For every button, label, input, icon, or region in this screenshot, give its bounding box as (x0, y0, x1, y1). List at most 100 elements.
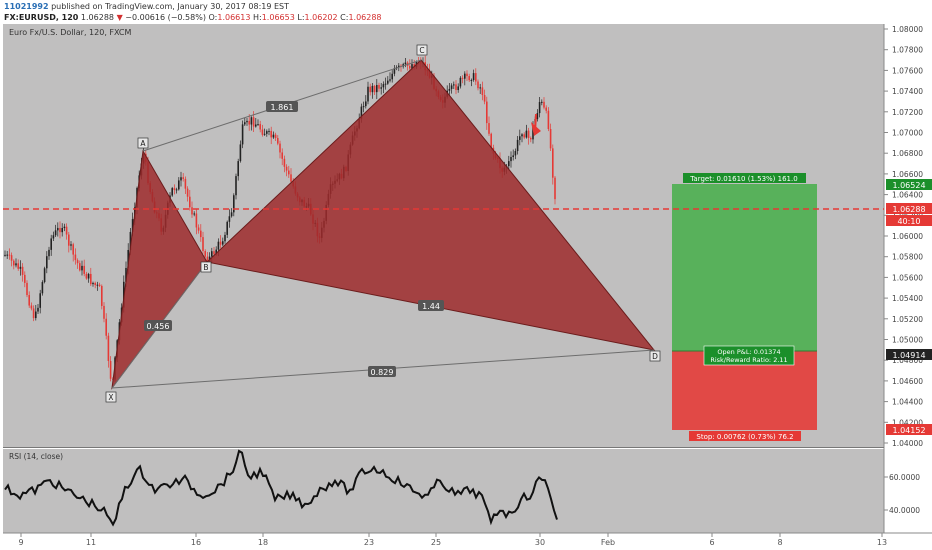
target-price-tag-bg (886, 179, 932, 190)
candle-body (376, 85, 378, 93)
time-tick-label: 18 (258, 538, 268, 547)
time-tick-label: 25 (431, 538, 441, 547)
candle-body (74, 254, 77, 261)
entry-price-tag: 1.04914 (892, 351, 925, 360)
price-tick-label: 1.07000 (892, 129, 923, 138)
candle-body (252, 117, 255, 127)
publisher-id[interactable]: 11021992 (4, 2, 49, 11)
candle-body (468, 76, 470, 81)
candle-body (59, 227, 61, 233)
candle-body (224, 234, 226, 242)
candle-body (15, 263, 17, 266)
arrow-shaft (534, 113, 537, 134)
candle-body (378, 85, 380, 89)
candle-body (10, 255, 13, 261)
price-tick-label: 1.08000 (892, 25, 923, 34)
price-axis-bg[interactable] (884, 24, 932, 533)
candle-body (43, 268, 46, 283)
price-tick-label: 1.04200 (892, 418, 923, 427)
candle-body (24, 274, 26, 283)
candle-body (72, 244, 74, 255)
candle-body (490, 133, 492, 148)
stop-price-tag: 1.04152 (892, 426, 925, 435)
candle-body (125, 267, 127, 282)
candle-body (281, 152, 283, 159)
rsi-legend[interactable]: RSI (14, close) (9, 452, 63, 461)
candle-body (380, 87, 382, 89)
price-tick-label: 1.05400 (892, 294, 923, 303)
candle-body (523, 134, 525, 138)
ratio-badge-1861-bg (266, 101, 298, 112)
candle-body (486, 101, 488, 124)
candle-body (455, 84, 457, 91)
open-value: 1.06613 (217, 13, 251, 22)
candle-body (32, 308, 35, 319)
candle-body (230, 212, 233, 217)
price-tick-label: 1.07200 (892, 108, 923, 117)
point-c-box[interactable] (416, 44, 428, 56)
candle-body (178, 180, 180, 190)
candle-body (508, 161, 510, 167)
candle-body (107, 335, 110, 361)
candle-body (552, 148, 554, 178)
target-label-bg (683, 173, 806, 183)
candle-body (28, 295, 30, 306)
candle-body (393, 68, 396, 74)
entry-price-tag-bg (886, 349, 932, 360)
candle-body (105, 318, 107, 336)
target-zone[interactable] (672, 184, 817, 351)
point-a-box[interactable] (137, 137, 149, 149)
time-tick-label: 13 (877, 538, 887, 547)
time-axis-bg[interactable] (3, 533, 884, 550)
time-tick-label: 23 (364, 538, 374, 547)
candle-body (521, 134, 523, 137)
candle-body (450, 85, 453, 89)
candle-body (547, 110, 550, 130)
candle-body (65, 226, 68, 235)
candle-body (391, 73, 393, 80)
rsi-tick-label: 60.0000 (889, 473, 920, 482)
candle-body (477, 81, 479, 89)
candle-body (519, 136, 521, 140)
candle-body (215, 249, 217, 255)
candle-body (268, 130, 270, 132)
point-c-label: C (419, 46, 424, 55)
ratio-badge-144: 1.44 (422, 302, 440, 311)
pnl-box[interactable] (703, 345, 795, 366)
candle-body (98, 284, 101, 286)
candle-body (360, 106, 363, 119)
price-tick-label: 1.05200 (892, 315, 923, 324)
point-a-label: A (140, 139, 146, 148)
candle-body (538, 102, 541, 114)
rsi-line[interactable] (4, 449, 558, 527)
point-d-box[interactable] (649, 350, 661, 362)
candle-body (217, 241, 220, 250)
candle-body (191, 207, 193, 215)
candle-body (90, 273, 92, 285)
candle-body (81, 265, 83, 271)
main-legend[interactable]: Euro Fx/U.S. Dollar, 120, FXCM (9, 28, 131, 37)
candle-body (362, 106, 365, 108)
point-x-box[interactable] (105, 391, 117, 403)
candle-body (367, 86, 369, 102)
candle-body (171, 188, 173, 196)
rsi-axis: 60.0000 40.0000 (884, 473, 920, 515)
point-b-box[interactable] (200, 261, 212, 273)
candle-body (63, 226, 66, 229)
candle-body (186, 188, 189, 197)
down-arrow-icon: ▼ (116, 13, 123, 22)
candle-body (250, 117, 253, 125)
rsi-pane[interactable] (3, 449, 884, 533)
candle-body (479, 87, 481, 89)
candle-body (530, 137, 532, 140)
candle-body (52, 235, 55, 239)
stop-label: Stop: 0.00762 (0.73%) 76.2 (696, 433, 793, 441)
candle-body (50, 238, 52, 250)
candle-body (211, 251, 213, 257)
candle-body (512, 155, 514, 157)
candle-body (213, 251, 215, 255)
candle-body (369, 86, 371, 93)
candle-body (26, 282, 28, 296)
time-tick-label: 30 (535, 538, 545, 547)
